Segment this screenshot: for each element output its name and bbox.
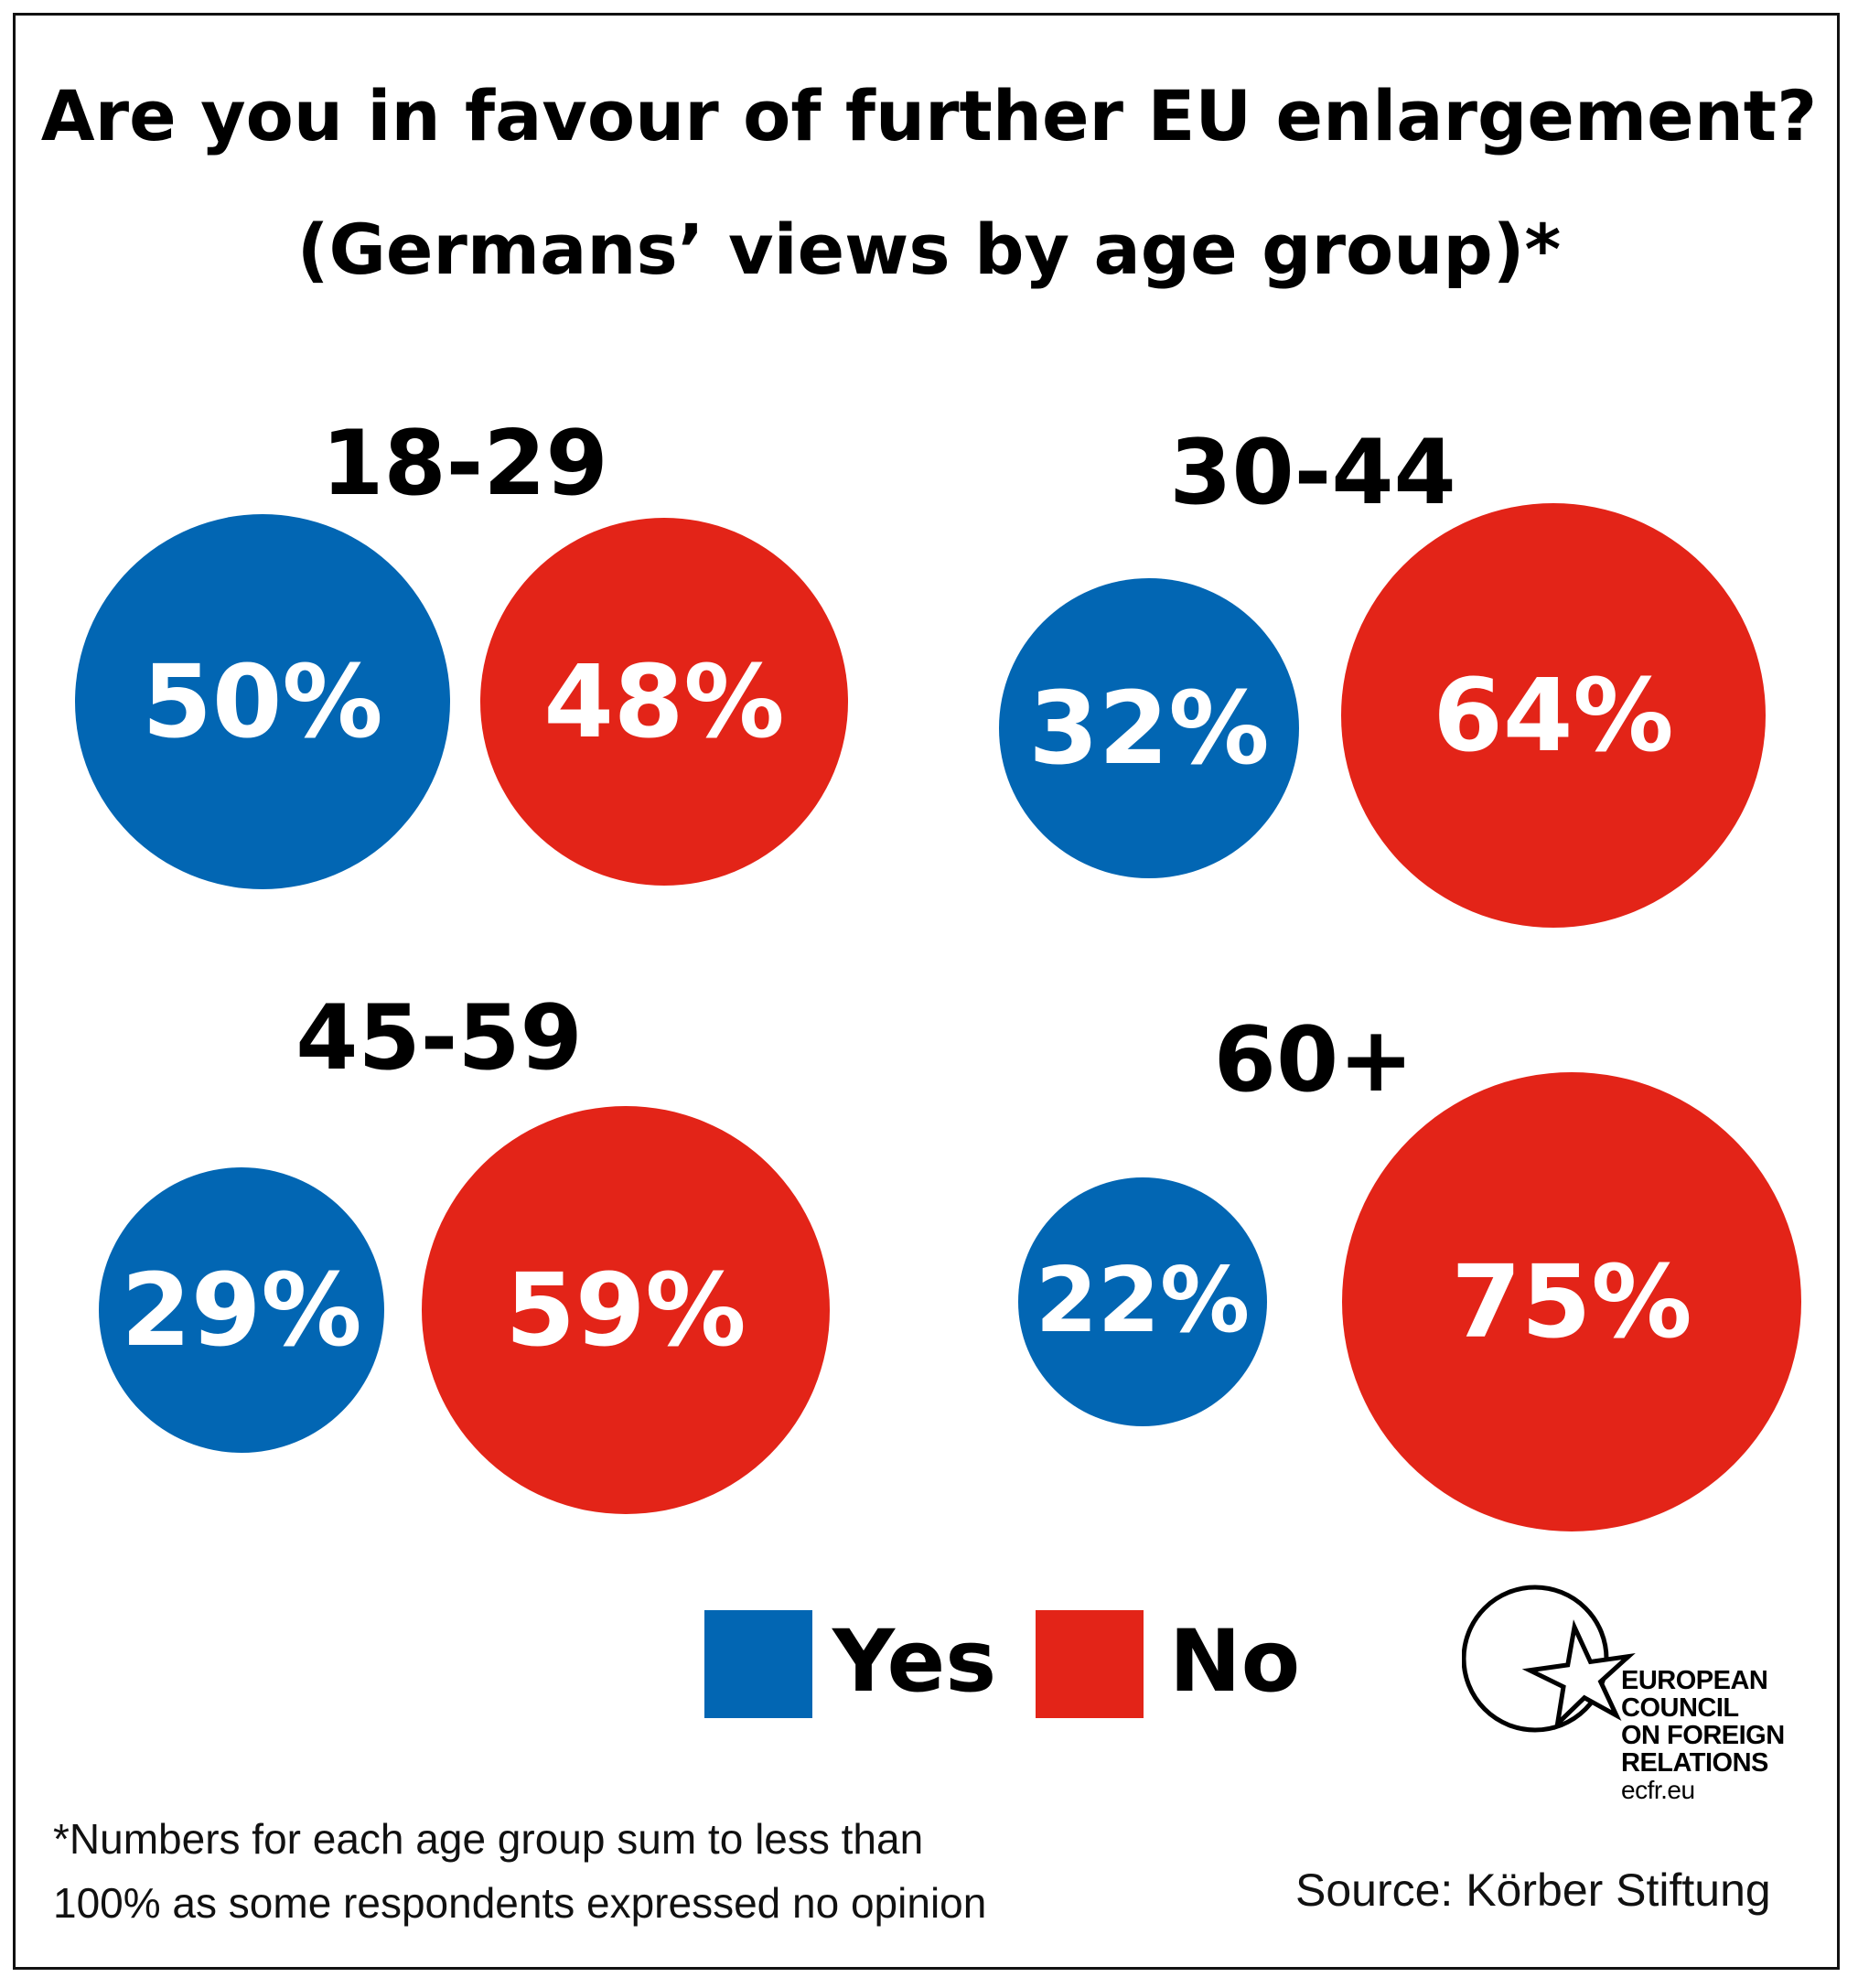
logo-line-1: EUROPEAN [1621, 1666, 1768, 1695]
logo-url: ecfr.eu [1621, 1776, 1695, 1804]
bubble-30-44-yes-label: 32% [1028, 669, 1270, 787]
bubble-30-44-no-label: 64% [1433, 657, 1674, 774]
bubble-60-plus-yes-label: 22% [1035, 1249, 1251, 1354]
bubble-18-29-no-label: 48% [543, 642, 785, 760]
footnote: *Numbers for each age group sum to less … [53, 1807, 986, 1935]
legend-label-no: No [1169, 1612, 1301, 1712]
source-note: Source: Körber Stiftung [1295, 1864, 1771, 1916]
ecfr-logo-text: EUROPEAN COUNCIL ON FOREIGN RELATIONS ec… [1621, 1667, 1785, 1804]
legend-swatch-no [1036, 1610, 1144, 1718]
bubble-18-29-yes: 50% [74, 513, 451, 890]
logo-line-3: ON FOREIGN [1621, 1721, 1785, 1750]
footnote-line-1: *Numbers for each age group sum to less … [53, 1815, 924, 1863]
bubble-60-plus-no: 75% [1341, 1071, 1802, 1532]
group-label-18-29: 18-29 [321, 412, 608, 516]
bubble-45-59-no: 59% [422, 1106, 830, 1514]
bubble-60-plus-no-label: 75% [1451, 1242, 1692, 1360]
logo-star-icon [1521, 1619, 1636, 1731]
bubble-18-29-no: 48% [480, 518, 848, 886]
bubble-18-29-yes-label: 50% [142, 642, 383, 760]
bubble-30-44-yes: 32% [998, 577, 1300, 879]
bubble-45-59-no-label: 59% [505, 1251, 746, 1369]
bubble-60-plus-yes: 22% [1017, 1177, 1267, 1426]
chart-subtitle: (Germans’ views by age group)* [296, 209, 1562, 290]
footnote-line-2: 100% as some respondents expressed no op… [53, 1879, 987, 1927]
ecfr-logo [1462, 1585, 1636, 1733]
group-label-45-59: 45-59 [295, 986, 583, 1091]
legend-swatch-yes [704, 1610, 812, 1718]
logo-line-2: COUNCIL [1621, 1693, 1739, 1723]
bubble-30-44-no: 64% [1341, 503, 1766, 928]
chart-frame [13, 13, 1840, 1970]
bubble-45-59-yes-label: 29% [121, 1251, 362, 1369]
logo-line-4: RELATIONS [1621, 1748, 1768, 1778]
legend-label-yes: Yes [832, 1612, 997, 1712]
group-label-30-44: 30-44 [1169, 421, 1456, 525]
bubble-45-59-yes: 29% [98, 1166, 385, 1454]
chart-title: Are you in favour of further EU enlargem… [40, 75, 1818, 156]
group-label-60-plus: 60+ [1213, 1008, 1414, 1112]
